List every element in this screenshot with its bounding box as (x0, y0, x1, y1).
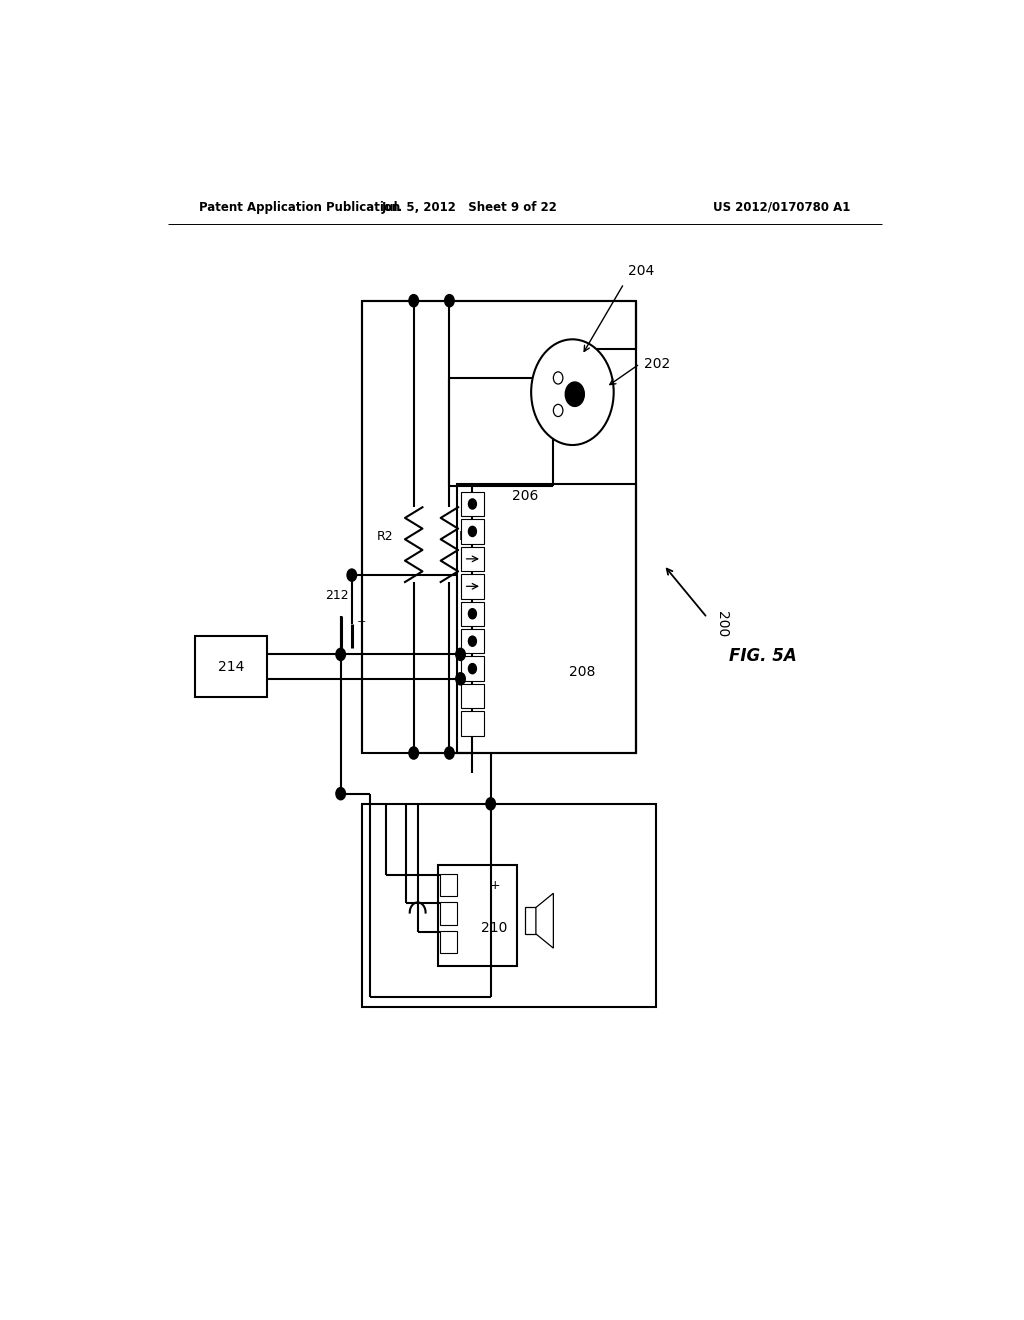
Text: 212: 212 (325, 589, 348, 602)
Bar (196, 636, 267, 697)
Circle shape (347, 569, 356, 581)
Text: R1: R1 (459, 531, 475, 543)
Circle shape (336, 648, 345, 660)
Circle shape (468, 664, 476, 673)
Text: 202: 202 (644, 356, 670, 371)
Bar (461, 492, 484, 516)
Text: Jul. 5, 2012   Sheet 9 of 22: Jul. 5, 2012 Sheet 9 of 22 (381, 201, 557, 214)
Circle shape (409, 294, 419, 306)
Bar (461, 630, 484, 653)
Text: Patent Application Publication: Patent Application Publication (200, 201, 400, 214)
Circle shape (409, 747, 419, 759)
Text: 204: 204 (628, 264, 654, 279)
Circle shape (531, 339, 613, 445)
Bar (461, 711, 484, 735)
Bar (461, 546, 484, 572)
Text: +: + (356, 616, 366, 627)
Circle shape (468, 636, 476, 647)
Text: 208: 208 (569, 665, 596, 680)
Text: FIG. 5A: FIG. 5A (729, 647, 797, 665)
Text: US 2012/0170780 A1: US 2012/0170780 A1 (713, 201, 850, 214)
Bar (362, 804, 655, 1007)
Text: R2: R2 (377, 531, 394, 543)
Circle shape (468, 527, 476, 536)
Circle shape (553, 404, 563, 417)
Circle shape (553, 372, 563, 384)
Circle shape (444, 294, 455, 306)
Circle shape (468, 499, 476, 510)
Circle shape (468, 609, 476, 619)
Bar (440, 903, 458, 925)
Bar (437, 865, 517, 966)
Bar (440, 874, 458, 896)
Bar (461, 656, 484, 681)
Bar (524, 907, 536, 935)
Circle shape (456, 673, 465, 685)
Circle shape (486, 797, 496, 810)
Bar (458, 483, 636, 752)
Circle shape (565, 381, 585, 407)
Circle shape (444, 747, 455, 759)
Bar (461, 574, 484, 598)
Bar (461, 519, 484, 544)
Text: 214: 214 (218, 660, 245, 673)
Bar (440, 931, 458, 953)
Bar (461, 684, 484, 709)
Text: 200: 200 (715, 611, 729, 638)
Bar (362, 301, 636, 752)
Circle shape (456, 648, 465, 660)
Circle shape (336, 788, 345, 800)
Bar (461, 602, 484, 626)
Text: 210: 210 (481, 921, 508, 935)
Polygon shape (536, 894, 553, 948)
Text: 206: 206 (512, 488, 538, 503)
Text: +: + (489, 879, 500, 891)
